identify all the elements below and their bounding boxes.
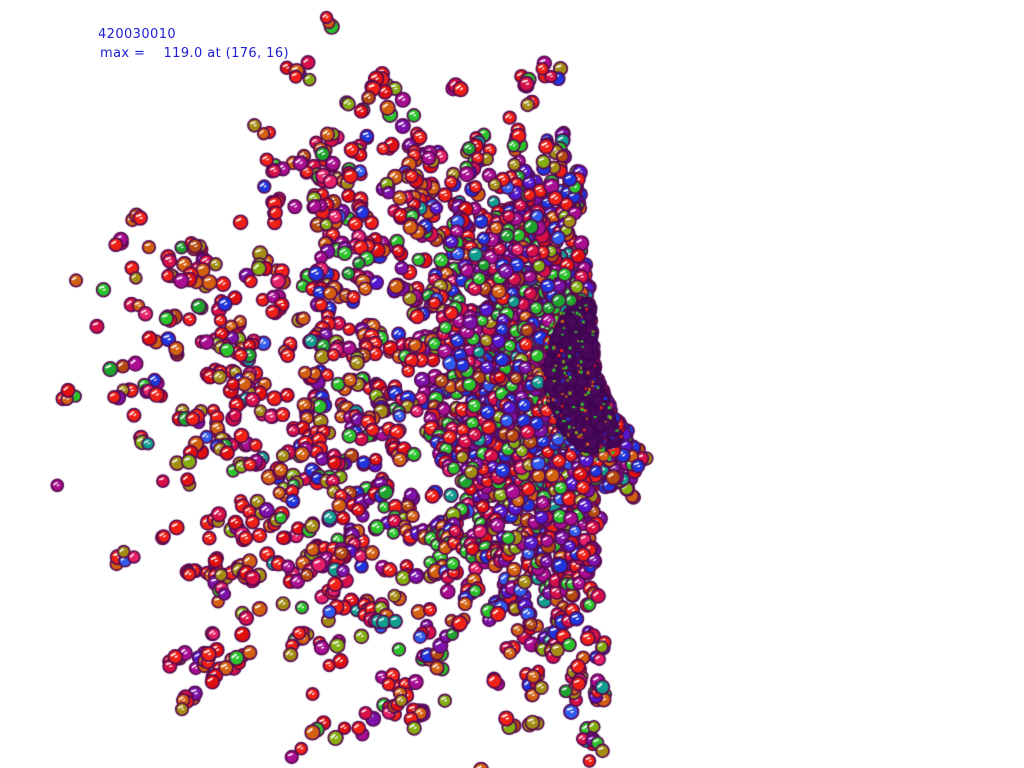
max-annotation: max = 119.0 at (176, 16) (100, 46, 289, 61)
plot-title: 420030010 (98, 27, 177, 42)
